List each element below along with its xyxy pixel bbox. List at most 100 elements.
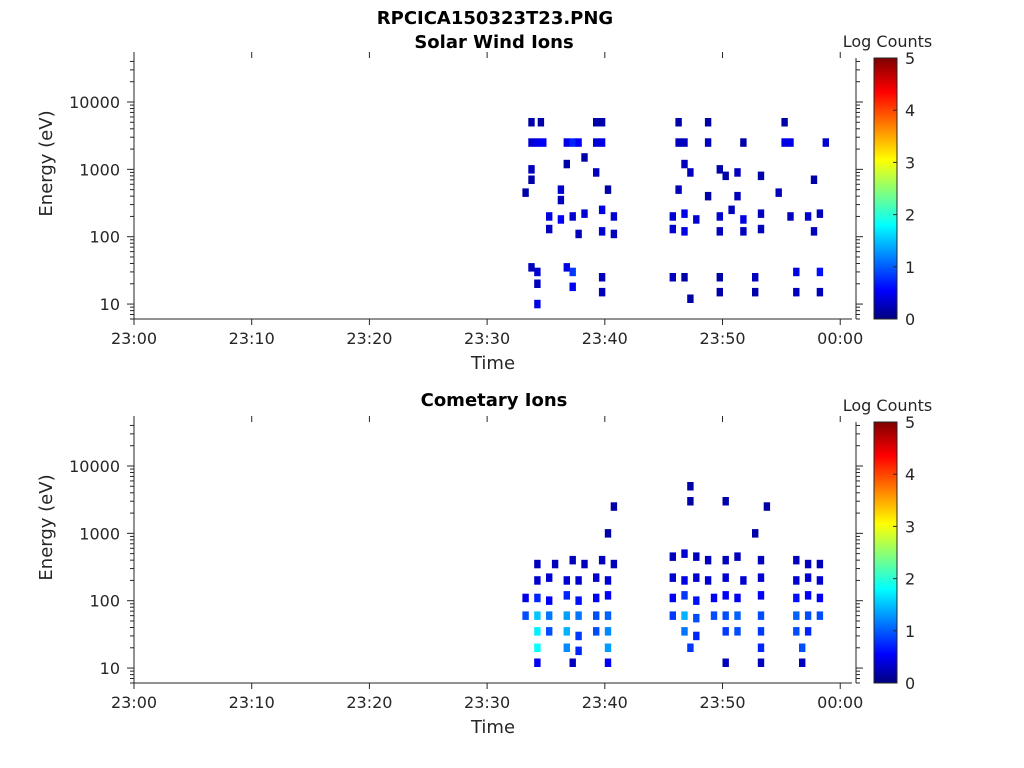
heatmap-cell bbox=[575, 646, 582, 656]
heatmap-cell bbox=[722, 573, 729, 582]
heatmap-cell bbox=[734, 168, 741, 177]
heatmap-cell bbox=[581, 209, 588, 218]
colorbar: Log Counts 0 1 2 3 4 5 bbox=[843, 32, 933, 329]
heatmap-cell bbox=[569, 282, 576, 292]
heatmap-cell bbox=[546, 627, 553, 636]
x-tick-label: 23:30 bbox=[464, 693, 510, 712]
heatmap-cell bbox=[604, 185, 612, 194]
heatmap-cell bbox=[757, 591, 765, 600]
x-tick-label: 23:40 bbox=[582, 693, 628, 712]
heatmap-cell bbox=[569, 555, 576, 565]
x-tick-label: 23:50 bbox=[699, 693, 745, 712]
y-tick-label: 100 bbox=[89, 592, 120, 611]
heatmap-cell bbox=[722, 627, 729, 636]
heatmap-cell bbox=[804, 591, 812, 600]
heatmap-cell bbox=[604, 529, 612, 538]
y-tick-label: 100 bbox=[89, 228, 120, 247]
heatmap-cell bbox=[816, 267, 824, 277]
colorbar-tick-label: 0 bbox=[905, 674, 915, 693]
heatmap-cell bbox=[687, 482, 694, 491]
heatmap-cell bbox=[569, 658, 576, 667]
heatmap-cell bbox=[557, 195, 565, 205]
heatmap-cell bbox=[757, 209, 765, 218]
heatmap-cell bbox=[793, 611, 800, 620]
heatmap-cell bbox=[598, 118, 606, 127]
heatmap-cell bbox=[598, 227, 606, 236]
heatmap-cell bbox=[687, 168, 694, 177]
heatmap-cell bbox=[704, 576, 712, 585]
heatmap-cell bbox=[693, 552, 700, 561]
heatmap-cell bbox=[675, 185, 682, 194]
heatmap-cell bbox=[604, 658, 612, 667]
heatmap-cell bbox=[537, 118, 545, 127]
heatmap-cell bbox=[675, 118, 682, 127]
heatmap-cell bbox=[528, 263, 535, 272]
heatmap-cell bbox=[804, 627, 812, 636]
heatmap-cell bbox=[563, 138, 570, 147]
heatmap-cell bbox=[598, 138, 606, 147]
heatmap-cell bbox=[669, 273, 676, 282]
heatmap-cell bbox=[681, 611, 688, 620]
figure-title: RPCICA150323T23.PNG bbox=[377, 8, 613, 29]
heatmap-cell bbox=[793, 267, 800, 277]
heatmap-cell bbox=[757, 555, 765, 565]
heatmap-cell bbox=[534, 559, 541, 569]
colorbar-tick-label: 1 bbox=[905, 622, 915, 641]
y-tick-label: 1000 bbox=[79, 524, 120, 543]
heatmap-cell bbox=[540, 138, 547, 147]
colorbar-gradient bbox=[873, 421, 898, 684]
heatmap-cell bbox=[563, 591, 570, 600]
heatmap-cell bbox=[563, 643, 570, 652]
colorbar-tick-label: 0 bbox=[905, 310, 915, 329]
heatmap-cell bbox=[681, 549, 688, 558]
heatmap-cell bbox=[722, 497, 729, 506]
heatmap-cell bbox=[728, 205, 735, 215]
heatmap-cell bbox=[575, 138, 582, 147]
heatmap-cell bbox=[563, 159, 570, 169]
heatmap-cell bbox=[793, 627, 800, 636]
heatmap-cell bbox=[563, 627, 570, 636]
heatmap-cell bbox=[693, 613, 700, 623]
panel-title: Solar Wind Ions bbox=[414, 32, 573, 53]
x-tick-label: 23:00 bbox=[111, 329, 157, 348]
x-tick-label: 23:10 bbox=[229, 329, 275, 348]
heatmap-cell bbox=[716, 212, 723, 221]
heatmap-cell bbox=[604, 576, 612, 585]
heatmap-cell bbox=[581, 559, 588, 569]
x-tick-label: 23:40 bbox=[582, 329, 628, 348]
heatmap-cell bbox=[534, 576, 541, 585]
heatmap-cell bbox=[528, 138, 535, 147]
heatmap-cell bbox=[752, 287, 759, 297]
y-tick-label: 10 bbox=[100, 659, 120, 678]
heatmap-cell bbox=[804, 573, 812, 582]
heatmap-cell bbox=[704, 138, 712, 147]
heatmap-cell bbox=[593, 118, 600, 127]
heatmap-cell bbox=[563, 611, 570, 620]
heatmap-cell bbox=[734, 627, 741, 636]
heatmap-cell bbox=[534, 279, 541, 288]
heatmap-cell bbox=[822, 138, 829, 147]
colorbar-tick-label: 4 bbox=[905, 465, 915, 484]
heatmap-cell bbox=[716, 227, 723, 236]
heatmap-cell bbox=[681, 209, 688, 218]
heatmap-cell bbox=[669, 224, 676, 234]
heatmap-cell bbox=[810, 227, 818, 236]
heatmap-cell bbox=[757, 643, 765, 652]
colorbar-gradient bbox=[873, 57, 898, 320]
heatmap-cell bbox=[604, 627, 612, 636]
heatmap-cell bbox=[563, 263, 570, 272]
colorbar: Log Counts 0 1 2 3 4 5 bbox=[843, 396, 933, 693]
heatmap-cell bbox=[610, 229, 618, 239]
heatmap-cell bbox=[734, 593, 741, 603]
x-tick-label: 23:00 bbox=[111, 693, 157, 712]
heatmap-cell bbox=[816, 559, 824, 569]
heatmap-cell bbox=[569, 212, 576, 221]
heatmap-cell bbox=[704, 191, 712, 201]
heatmap-cell bbox=[757, 224, 765, 234]
heatmap-cell bbox=[575, 229, 582, 239]
heatmap-cell bbox=[722, 555, 729, 565]
heatmap-cell bbox=[575, 596, 582, 605]
heatmap-cell bbox=[757, 658, 765, 667]
